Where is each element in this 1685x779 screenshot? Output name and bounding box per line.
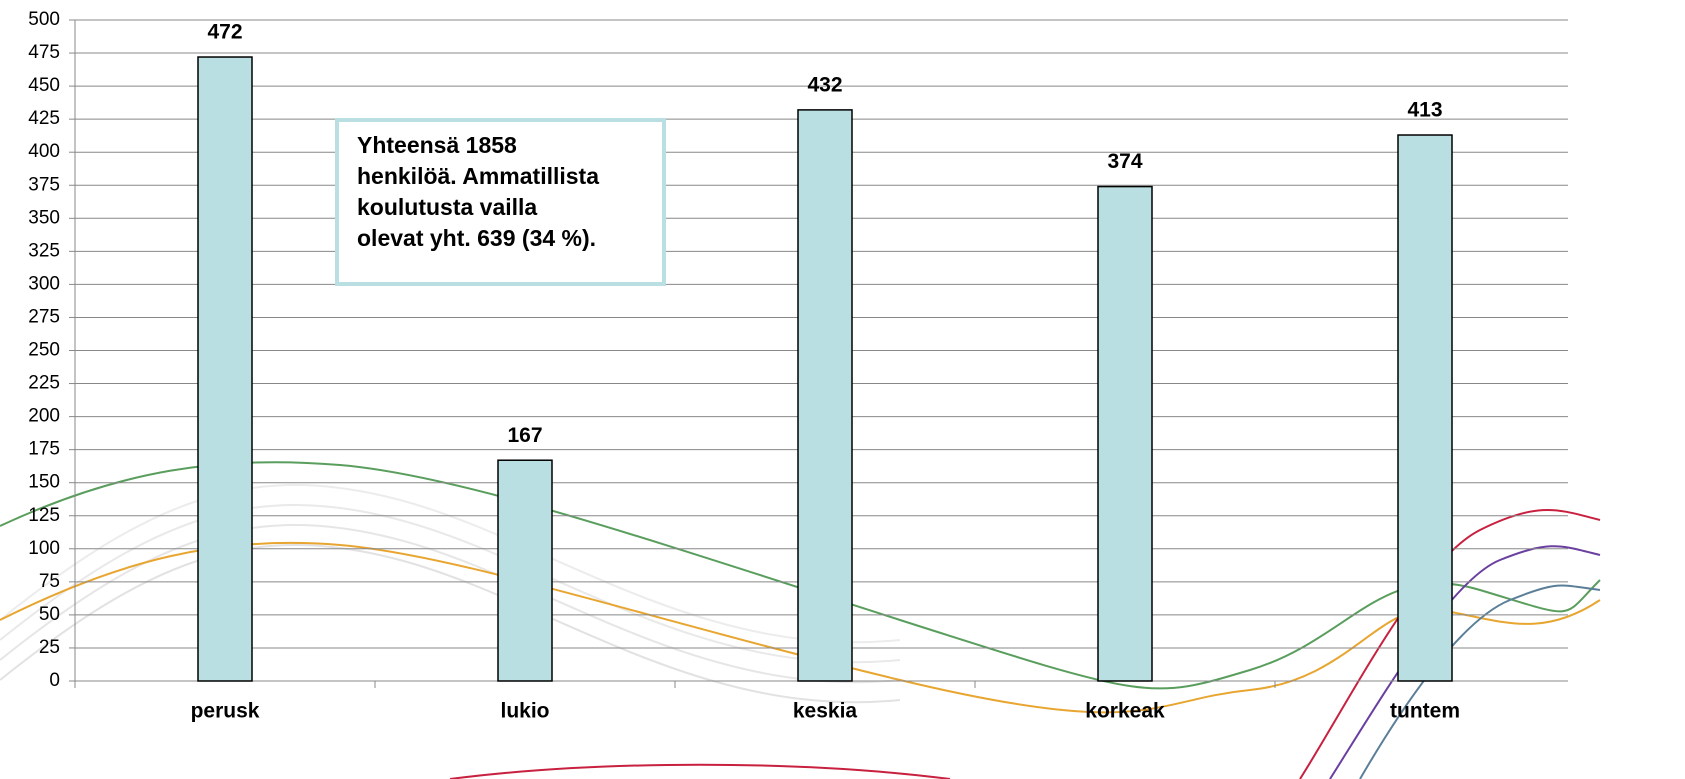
annotation-line: koulutusta vailla <box>357 194 537 220</box>
y-tick-label: 375 <box>28 174 60 195</box>
bar <box>1098 187 1152 681</box>
y-tick-label: 25 <box>39 637 60 658</box>
x-tick-label: lukio <box>500 700 549 723</box>
value-label: 472 <box>207 21 242 44</box>
value-label: 432 <box>807 73 842 96</box>
y-tick-label: 450 <box>28 75 60 96</box>
y-tick-label: 0 <box>49 670 60 691</box>
page: {"chart_data": {"type": "bar", "categori… <box>0 0 1685 779</box>
x-tick-label: tuntem <box>1390 700 1460 723</box>
y-tick-label: 500 <box>28 9 60 30</box>
y-tick-label: 200 <box>28 406 60 427</box>
bar <box>498 460 552 681</box>
y-tick-label: 125 <box>28 505 60 526</box>
y-tick-label: 350 <box>28 207 60 228</box>
x-tick-label: perusk <box>191 700 260 723</box>
bar <box>798 110 852 681</box>
y-tick-label: 250 <box>28 340 60 361</box>
chart: 0 25 50 75 100 125 150 175 200 225 250 275 300 325 350… <box>0 0 1685 779</box>
y-tick-label: 75 <box>39 571 60 592</box>
value-label: 167 <box>507 424 542 447</box>
y-tick-label: 175 <box>28 439 60 460</box>
y-tick-label: 475 <box>28 42 60 63</box>
y-tick-label: 50 <box>39 604 60 625</box>
annotation-line: olevat yht. 639 (34 %). <box>357 225 596 251</box>
y-tick-label: 325 <box>28 240 60 261</box>
y-tick-label: 150 <box>28 472 60 493</box>
x-tick-label: keskia <box>793 700 858 723</box>
bar <box>198 57 252 681</box>
y-tick-label: 225 <box>28 373 60 394</box>
x-tick-label: korkeak <box>1085 700 1165 723</box>
value-label: 413 <box>1407 99 1442 122</box>
annotation-line: henkilöä. Ammatillista <box>357 163 599 189</box>
y-tick-label: 300 <box>28 273 60 294</box>
annotation-line: Yhteensä 1858 <box>357 132 517 158</box>
value-label: 374 <box>1107 150 1142 173</box>
annotation-box: Yhteensä 1858 henkilöä. Ammatillista koulu… <box>337 120 664 284</box>
y-tick-label: 400 <box>28 141 60 162</box>
y-tick-label: 275 <box>28 306 60 327</box>
bar <box>1398 135 1452 681</box>
y-tick-label: 425 <box>28 108 60 129</box>
y-tick-label: 100 <box>28 538 60 559</box>
